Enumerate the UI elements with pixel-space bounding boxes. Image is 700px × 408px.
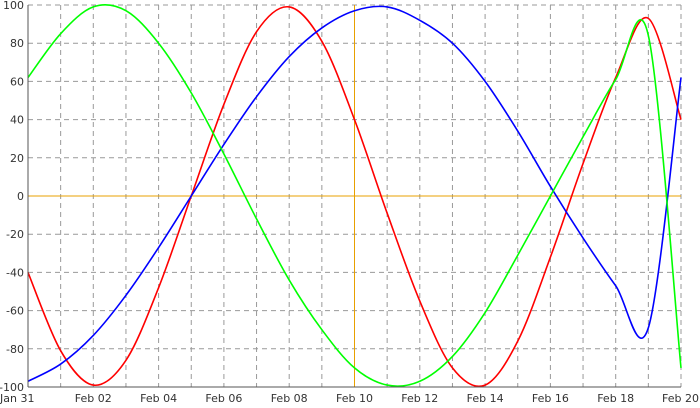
x-tick-label: Jan 31 — [0, 392, 34, 405]
x-tick-label: Feb 04 — [140, 392, 177, 405]
y-tick-label: 60 — [10, 75, 24, 88]
y-tick-label: -40 — [6, 266, 24, 279]
y-tick-label: -20 — [6, 228, 24, 241]
x-tick-label: Feb 08 — [271, 392, 308, 405]
series-line-1 — [27, 6, 682, 388]
x-tick-label: Feb 16 — [532, 392, 569, 405]
axes — [27, 5, 681, 388]
x-tick-label: Feb 10 — [336, 392, 373, 405]
x-tick-label: Feb 14 — [467, 392, 504, 405]
x-tick-label: Feb 06 — [205, 392, 242, 405]
y-tick-label: 0 — [17, 190, 24, 203]
series-line-2 — [27, 5, 682, 382]
y-tick-label: 80 — [10, 37, 24, 50]
x-tick-label: Feb 02 — [75, 392, 112, 405]
x-tick-label: Feb 12 — [401, 392, 438, 405]
y-tick-label: 100 — [3, 0, 24, 12]
y-tick-label: -80 — [6, 343, 24, 356]
series-lines — [27, 4, 682, 388]
y-tick-label: -60 — [6, 305, 24, 318]
series-line-3 — [27, 4, 682, 387]
x-tick-labels: Jan 31 Feb 02 Feb 04 Feb 06 Feb 08 Feb 10 Feb … — [0, 392, 699, 405]
x-tick-label: Feb 18 — [597, 392, 634, 405]
x-tick-label: Feb 20 — [662, 392, 699, 405]
y-tick-label: 40 — [10, 114, 24, 127]
y-tick-label: -100 — [0, 381, 24, 394]
y-tick-label: 20 — [10, 152, 24, 165]
y-tick-labels: 100 80 60 40 20 0 -20 -40 -60 -80 -100 — [0, 0, 24, 394]
